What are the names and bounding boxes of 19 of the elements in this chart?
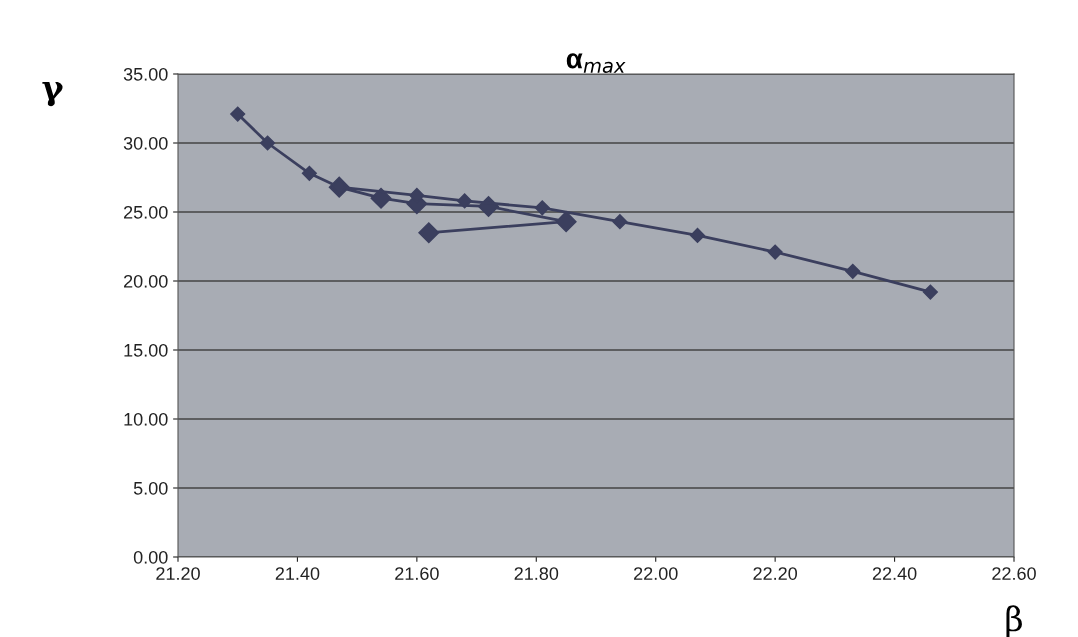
chart-title: α$_{max}$ — [566, 53, 626, 74]
x-tick-label: 22.40 — [872, 567, 917, 580]
y-tick-label: 10.00 — [124, 412, 168, 426]
x-tick-label: 21.20 — [156, 567, 200, 580]
y-tick-label: 30.00 — [123, 136, 168, 150]
x-tick-label: 22.20 — [753, 567, 798, 580]
x-tick-label: 22.60 — [992, 567, 1036, 580]
y-tick-label: 20.00 — [124, 274, 168, 288]
y-tick-label: 35.00 — [123, 67, 168, 81]
y-tick-label: 0.00 — [133, 550, 168, 564]
y-tick-label: 15.00 — [124, 343, 168, 357]
x-tick-label: 22.00 — [634, 567, 678, 580]
x-tick-label: 21.80 — [514, 567, 559, 580]
y-axis-title: γ — [42, 81, 63, 107]
x-tick-label: 21.60 — [395, 567, 439, 580]
y-tick-label: 5.00 — [133, 481, 168, 495]
y-tick-label: 25.00 — [124, 205, 168, 219]
x-axis-title: β — [1006, 605, 1022, 637]
x-tick-label: 21.40 — [275, 567, 320, 580]
